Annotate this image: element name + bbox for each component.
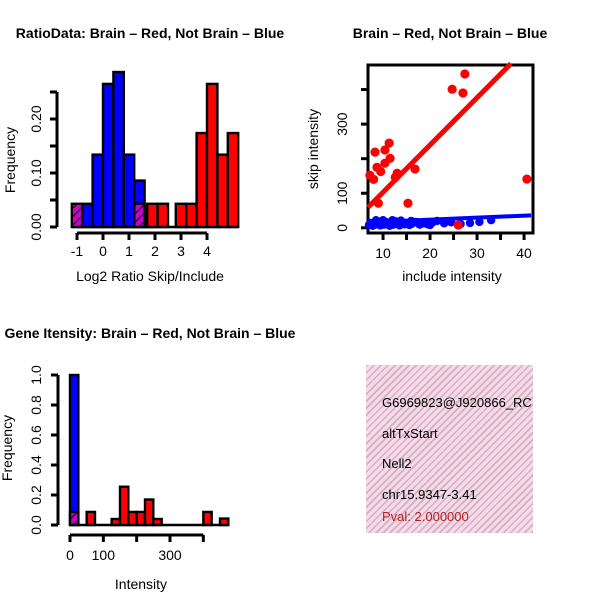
x-tick-label: 20 xyxy=(422,245,438,261)
notbrain-point xyxy=(388,216,397,225)
red-bar xyxy=(216,153,229,229)
notbrain-point xyxy=(396,216,406,225)
notbrain-point xyxy=(465,218,475,228)
red-bar xyxy=(135,510,147,527)
notbrain-point xyxy=(407,216,416,226)
overlap-bar xyxy=(132,202,146,229)
info-probe-id: G6969823@J920866_RC xyxy=(382,395,532,410)
x-tick-label: 4 xyxy=(203,243,211,259)
panel-title: Brain – Red, Not Brain – Blue xyxy=(353,25,548,41)
brain-point xyxy=(380,158,390,168)
info-pval: Pval: 2.000000 xyxy=(382,509,469,524)
y-tick-label: 0.00 xyxy=(28,213,44,240)
red-bar xyxy=(195,131,209,229)
brain-point xyxy=(460,69,470,79)
x-axis-title: include intensity xyxy=(402,268,502,284)
y-axis-title: Frequency xyxy=(2,127,18,193)
brain-point xyxy=(522,174,532,184)
red-bar xyxy=(118,485,130,527)
x-tick-label: 1 xyxy=(125,243,133,259)
y-tick-label: 0.4 xyxy=(28,455,44,475)
blue-bar xyxy=(91,153,105,229)
brain-point xyxy=(403,198,413,208)
brain-point xyxy=(370,147,380,157)
y-tick-label: 0.6 xyxy=(28,425,44,445)
panel-title: RatioData: Brain – Red, Not Brain – Blue xyxy=(16,25,285,41)
red-bar xyxy=(202,510,213,527)
brain-point xyxy=(376,166,386,177)
info-locus: chr15.9347-3.41 xyxy=(382,487,477,502)
red-bar xyxy=(184,202,198,229)
x-tick-label: -1 xyxy=(71,243,84,259)
y-tick-label: 0.10 xyxy=(28,159,44,186)
notbrain-point xyxy=(432,216,442,226)
red-bar xyxy=(85,510,97,527)
blue-bar xyxy=(80,202,94,229)
y-tick-label: 0.8 xyxy=(28,395,44,415)
panel-title: Gene Itensity: Brain – Red, Not Brain – … xyxy=(5,325,296,341)
x-tick-label: 100 xyxy=(92,547,116,563)
x-axis-title: Log2 Ratio Skip/Include xyxy=(76,268,224,284)
brain-point xyxy=(410,164,420,174)
overlap-bar xyxy=(70,202,84,229)
red-bar xyxy=(156,202,170,229)
x-tick-label: 40 xyxy=(516,245,532,261)
brain-point xyxy=(458,88,468,98)
notbrain-point xyxy=(486,216,496,225)
notbrain-point xyxy=(371,216,381,225)
notbrain-point xyxy=(378,216,388,225)
brain-point xyxy=(369,174,379,185)
notbrain-point xyxy=(475,217,484,227)
plot-box xyxy=(366,63,535,235)
y-tick-label: 300 xyxy=(334,112,350,136)
x-tick-label: 300 xyxy=(158,547,182,563)
blue-bar xyxy=(112,70,126,229)
blue-bar xyxy=(101,82,115,229)
brain-point xyxy=(373,198,383,208)
x-tick-label: 0 xyxy=(66,547,74,563)
brain-point xyxy=(392,168,402,178)
y-tick-label: 1.0 xyxy=(28,365,44,385)
red-bar xyxy=(152,517,163,527)
red-bar xyxy=(205,82,219,229)
intensity-scatter-panel: 0 100 300 10 20 30 40 Brain – Red, Not Brain – … xyxy=(305,25,548,284)
red-bar xyxy=(127,510,138,527)
red-bar xyxy=(145,202,159,229)
red-bar xyxy=(143,498,155,527)
y-axis-title: skip intensity xyxy=(305,109,321,189)
blue-bar xyxy=(122,153,136,229)
brain-point xyxy=(453,220,463,230)
y-tick-label: 0.0 xyxy=(28,515,44,535)
x-tick-label: 10 xyxy=(375,245,391,261)
red-bar xyxy=(218,517,230,527)
gene-intensity-histogram-panel: 0.0 0.2 0.4 0.6 0.8 1.0 0 100 300 Gene Itensity: … xyxy=(0,325,296,592)
x-tick-label: 0 xyxy=(99,243,107,259)
x-tick-label: 2 xyxy=(151,243,159,259)
x-tick-label: 3 xyxy=(177,243,185,259)
y-axis-title: Frequency xyxy=(0,415,15,481)
notbrain-point xyxy=(439,219,449,228)
red-bar xyxy=(110,517,122,527)
overlap-bar xyxy=(68,510,80,527)
y-tick-label: 0.20 xyxy=(28,105,44,132)
brain-point xyxy=(384,138,394,148)
y-tick-label: 100 xyxy=(334,181,350,205)
brain-point xyxy=(380,145,390,155)
red-bar xyxy=(226,131,240,229)
notbrain-point xyxy=(425,220,435,230)
blue-bar xyxy=(68,373,80,527)
x-tick-label: 30 xyxy=(469,245,485,261)
y-tick-label: 0 xyxy=(334,224,350,232)
x-axis-title: Intensity xyxy=(115,576,167,592)
y-tick-label: 0.2 xyxy=(28,485,44,505)
info-box: G6969823@J920866_RC altTxStart Nell2 chr… xyxy=(366,365,533,533)
notbrain-point xyxy=(447,218,456,227)
brain-fit-line xyxy=(366,61,513,210)
red-bar xyxy=(174,202,188,229)
info-event-type: altTxStart xyxy=(382,426,438,441)
ratio-histogram-panel: 0.00 0.10 0.20 -1 0 1 2 3 4 RatioData: Brain – Re… xyxy=(2,25,285,284)
info-gene-name: Nell2 xyxy=(382,456,412,471)
brain-point xyxy=(447,84,457,94)
